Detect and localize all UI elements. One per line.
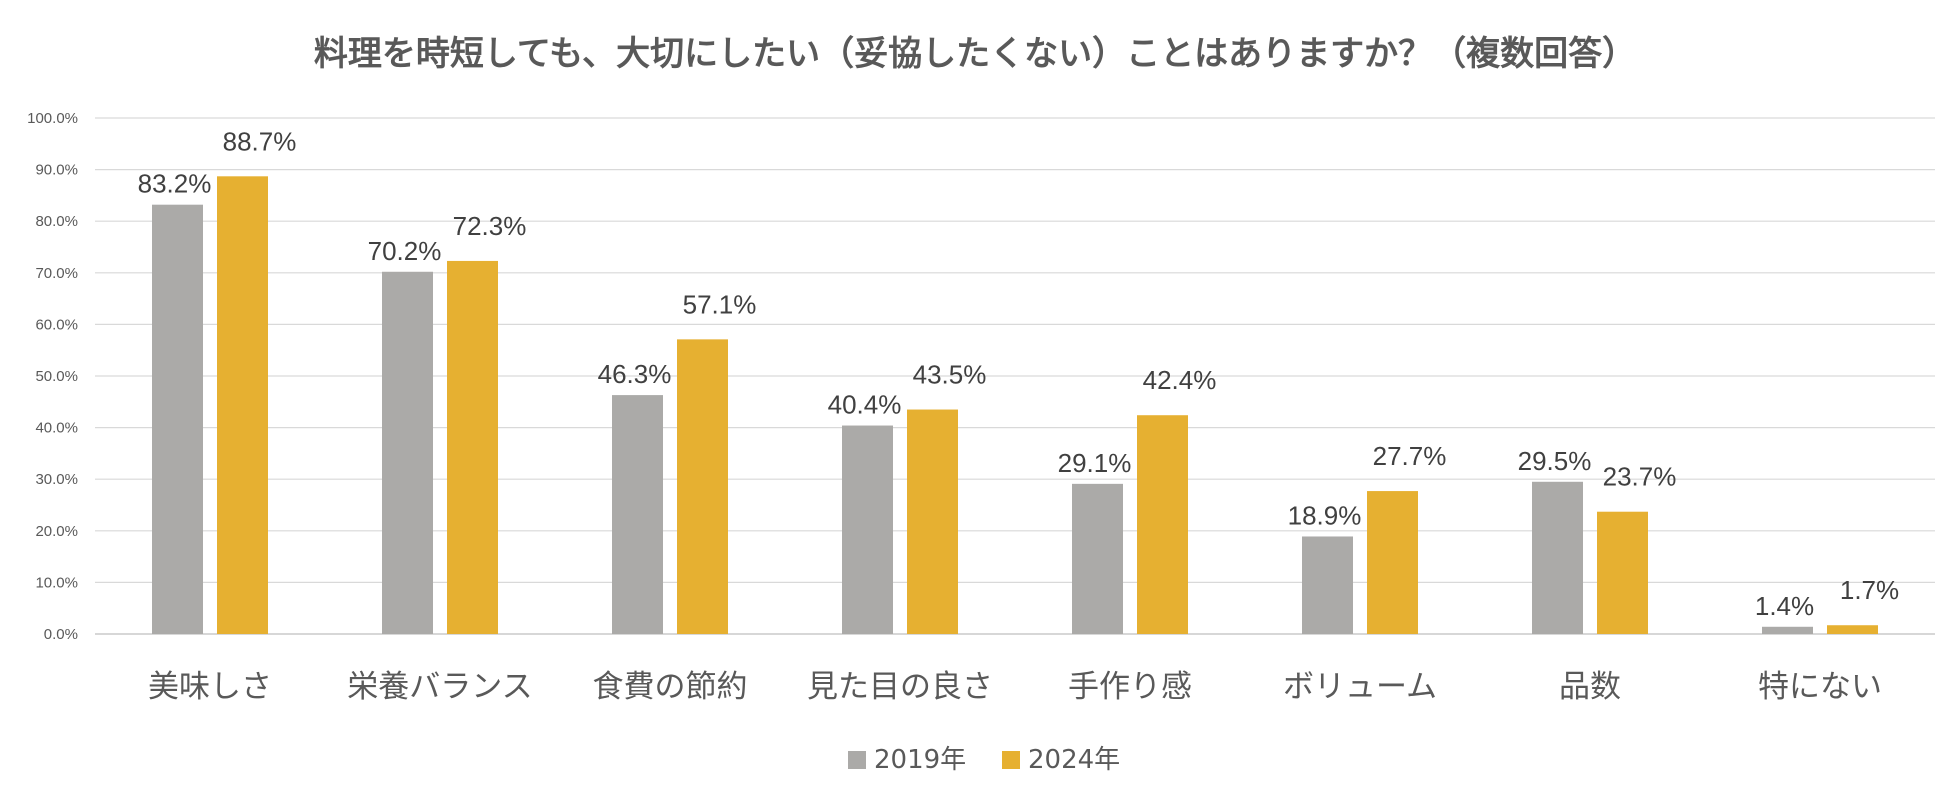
bar-series2 — [1367, 491, 1418, 634]
y-tick-label: 80.0% — [35, 213, 78, 230]
bar-series1 — [1762, 626, 1813, 634]
data-label: 88.7% — [223, 126, 297, 156]
y-axis: 0.0% 10.0% 20.0% 30.0% 40.0% 50.0% 60.0% 70.0% 8… — [27, 110, 78, 643]
data-label: 46.3% — [598, 359, 672, 389]
x-axis: 美味しさ 栄養バランス 食費の節約 見た目の良さ 手作り感 ボリューム 品数 特にない — [148, 669, 1882, 705]
bar-series1 — [1072, 483, 1123, 634]
gridlines — [95, 117, 1935, 635]
bar-series2 — [217, 176, 268, 635]
data-labels: 83.2% 88.7% 70.2% 72.3% 46.3% 57.1% 40.4% 43.5%… — [138, 126, 1900, 620]
category-label: 見た目の良さ — [807, 669, 993, 705]
y-tick-label: 90.0% — [35, 162, 78, 179]
data-label: 40.4% — [828, 390, 902, 420]
bar-series2 — [677, 339, 728, 634]
chart-title: 料理を時短しても、大切にしたい（妥協したくない）ことはありますか？（複数回答） — [313, 34, 1637, 74]
legend-swatch — [848, 751, 866, 769]
bar-series1 — [382, 271, 433, 634]
y-tick-label: 60.0% — [35, 316, 78, 333]
data-label: 1.7% — [1840, 575, 1899, 605]
data-label: 57.1% — [683, 289, 757, 319]
bars — [152, 176, 1878, 635]
y-tick-label: 100.0% — [27, 110, 78, 127]
y-tick-label: 50.0% — [35, 368, 78, 385]
y-tick-label: 30.0% — [35, 471, 78, 488]
bar-series1 — [612, 395, 663, 634]
category-label: 特にない — [1758, 669, 1882, 705]
data-label: 83.2% — [138, 169, 212, 199]
category-label: 食費の節約 — [593, 669, 748, 705]
data-label: 27.7% — [1373, 441, 1447, 471]
data-label: 23.7% — [1603, 462, 1677, 492]
y-tick-label: 10.0% — [35, 574, 78, 591]
data-label: 29.5% — [1518, 446, 1592, 476]
y-tick-label: 0.0% — [44, 626, 78, 643]
legend: 2019年 2024年 — [848, 745, 1120, 775]
bar-series2 — [1137, 415, 1188, 634]
bar-series1 — [842, 425, 893, 634]
data-label: 29.1% — [1058, 448, 1132, 478]
bar-series2 — [1827, 625, 1878, 634]
bar-series2 — [1597, 511, 1648, 634]
bar-series1 — [1302, 536, 1353, 634]
category-label: 品数 — [1559, 669, 1621, 705]
category-label: 手作り感 — [1068, 669, 1192, 705]
legend-label: 2019年 — [874, 745, 966, 775]
category-label: ボリューム — [1283, 669, 1437, 705]
data-label: 1.4% — [1755, 591, 1814, 621]
y-tick-label: 40.0% — [35, 420, 78, 437]
data-label: 43.5% — [913, 360, 987, 390]
data-label: 70.2% — [368, 236, 442, 266]
bar-series1 — [152, 204, 203, 635]
data-label: 72.3% — [453, 211, 527, 241]
y-tick-label: 20.0% — [35, 523, 78, 540]
bar-series2 — [907, 409, 958, 634]
data-label: 18.9% — [1288, 500, 1362, 530]
legend-label: 2024年 — [1028, 745, 1120, 775]
category-label: 美味しさ — [148, 669, 272, 705]
bar-series2 — [447, 260, 498, 634]
y-tick-label: 70.0% — [35, 265, 78, 282]
legend-swatch — [1002, 751, 1020, 769]
category-label: 栄養バランス — [347, 669, 532, 705]
bar-series1 — [1532, 481, 1583, 634]
data-label: 42.4% — [1143, 365, 1217, 395]
